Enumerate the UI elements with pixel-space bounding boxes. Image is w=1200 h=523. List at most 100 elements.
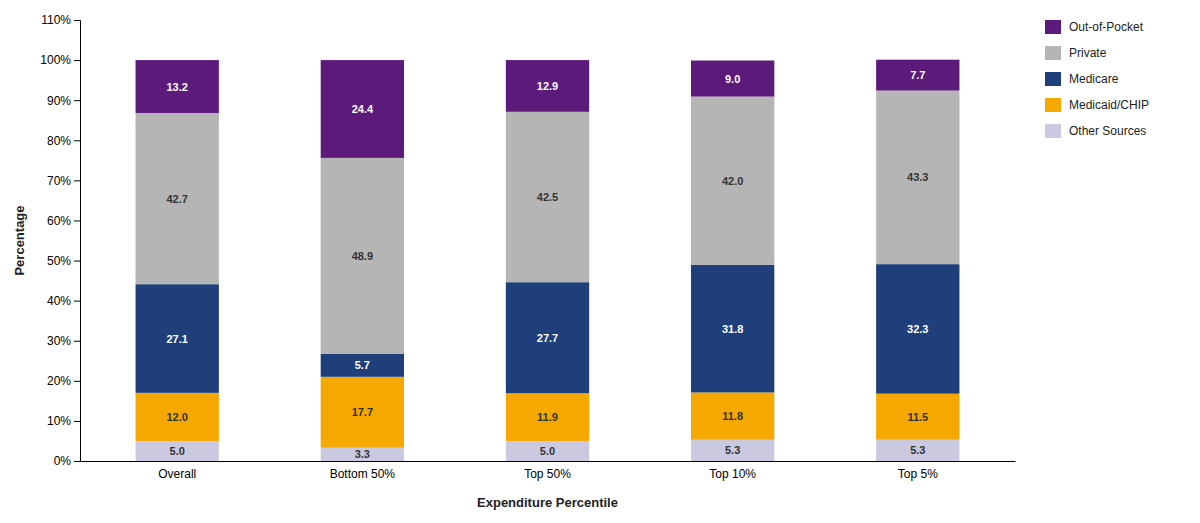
legend-item: Medicare bbox=[1045, 72, 1119, 86]
legend-label: Out-of-Pocket bbox=[1069, 20, 1144, 34]
data-label: 12.9 bbox=[537, 80, 558, 92]
bar bbox=[876, 60, 959, 91]
y-tick: 110% bbox=[41, 13, 80, 27]
bar bbox=[691, 392, 774, 439]
tick-label: 110% bbox=[41, 13, 71, 27]
data-labels: 5.03.35.05.35.312.017.711.911.811.527.15… bbox=[166, 69, 928, 460]
bar bbox=[136, 393, 219, 441]
bar bbox=[876, 264, 959, 393]
y-tick: 70% bbox=[47, 174, 80, 188]
bar-series bbox=[136, 60, 960, 158]
bar bbox=[136, 284, 219, 393]
bar bbox=[321, 377, 404, 448]
data-label: 27.7 bbox=[537, 332, 558, 344]
bar bbox=[506, 282, 589, 393]
data-label: 13.2 bbox=[166, 81, 187, 93]
tick-label: 100% bbox=[40, 53, 71, 67]
bar bbox=[321, 158, 404, 354]
y-tick: 10% bbox=[47, 414, 80, 428]
tick-label: 90% bbox=[47, 94, 71, 108]
data-label: 24.4 bbox=[352, 103, 374, 115]
bar bbox=[691, 60, 774, 96]
data-label: 5.3 bbox=[910, 444, 925, 456]
legend-item: Out-of-Pocket bbox=[1045, 20, 1144, 34]
data-label: 7.7 bbox=[910, 69, 925, 81]
x-axis: Overall Bottom 50% Top 50% Top 10% Top 5% bbox=[81, 461, 1016, 481]
tick-label: 0% bbox=[54, 454, 72, 468]
data-label: 43.3 bbox=[907, 171, 928, 183]
tick-label: Overall bbox=[158, 467, 196, 481]
tick-mark bbox=[74, 461, 80, 462]
data-label: 5.7 bbox=[355, 359, 370, 371]
tick-mark bbox=[74, 140, 80, 141]
tick-mark bbox=[74, 301, 80, 302]
axis-domain bbox=[81, 461, 1016, 462]
tick-label: 60% bbox=[47, 214, 71, 228]
bar bbox=[691, 97, 774, 265]
data-label: 11.5 bbox=[907, 411, 928, 423]
bar bbox=[691, 440, 774, 461]
y-tick: 60% bbox=[47, 214, 80, 228]
bar bbox=[876, 91, 959, 265]
data-label: 32.3 bbox=[907, 323, 928, 335]
y-axis-title: Percentage bbox=[12, 205, 27, 275]
tick-label: Top 50% bbox=[524, 467, 571, 481]
legend-label: Medicare bbox=[1069, 72, 1119, 86]
legend-swatch bbox=[1045, 124, 1061, 138]
data-label: 9.0 bbox=[725, 73, 740, 85]
legend-item: Other Sources bbox=[1045, 124, 1146, 138]
x-tick: Top 5% bbox=[898, 461, 938, 481]
tick-mark bbox=[74, 60, 80, 61]
legend: Out-of-Pocket Private Medicare Medicaid/CHI… bbox=[1045, 20, 1149, 138]
data-label: 17.7 bbox=[352, 406, 373, 418]
bar bbox=[136, 113, 219, 284]
y-tick: 0% bbox=[54, 454, 80, 468]
tick-label: 10% bbox=[47, 414, 71, 428]
bar bbox=[136, 441, 219, 461]
tick-mark bbox=[74, 381, 80, 382]
tick-label: 50% bbox=[47, 254, 71, 268]
data-label: 5.0 bbox=[540, 445, 555, 457]
tick-label: 30% bbox=[47, 334, 71, 348]
data-label: 12.0 bbox=[166, 411, 187, 423]
data-label: 27.1 bbox=[166, 333, 187, 345]
data-label: 11.9 bbox=[537, 411, 558, 423]
bar bbox=[321, 448, 404, 461]
x-tick: Top 10% bbox=[709, 461, 756, 481]
tick-mark bbox=[74, 261, 80, 262]
chart: 5.03.35.05.35.312.017.711.911.811.527.15… bbox=[0, 0, 1200, 523]
tick-mark bbox=[74, 180, 80, 181]
tick-label: Top 10% bbox=[709, 467, 756, 481]
tick-mark bbox=[74, 341, 80, 342]
legend-label: Private bbox=[1069, 46, 1107, 60]
bar bbox=[506, 441, 589, 461]
tick-label: Bottom 50% bbox=[330, 467, 396, 481]
data-label: 42.0 bbox=[722, 175, 743, 187]
tick-label: 80% bbox=[47, 134, 71, 148]
bar bbox=[691, 265, 774, 392]
bar-series bbox=[136, 91, 960, 354]
tick-label: 70% bbox=[47, 174, 71, 188]
bar bbox=[876, 394, 959, 440]
legend-label: Medicaid/CHIP bbox=[1069, 98, 1149, 112]
axis-domain bbox=[74, 21, 81, 462]
bar-series bbox=[136, 264, 960, 393]
tick-label: 40% bbox=[47, 294, 71, 308]
plot: 5.03.35.05.35.312.017.711.911.811.527.15… bbox=[12, 13, 1016, 510]
bar bbox=[876, 440, 959, 461]
legend-item: Medicaid/CHIP bbox=[1045, 98, 1149, 112]
y-tick: 40% bbox=[47, 294, 80, 308]
legend-label: Other Sources bbox=[1069, 124, 1146, 138]
tick-label: 20% bbox=[47, 374, 71, 388]
bar bbox=[506, 60, 589, 112]
x-tick: Top 50% bbox=[524, 461, 571, 481]
data-label: 3.3 bbox=[355, 448, 370, 460]
legend-swatch bbox=[1045, 98, 1061, 112]
y-axis: 0% 10% 20% 30% 40% 50% 60% 70% 80% 90% 100% 110% bbox=[40, 13, 80, 468]
legend-swatch bbox=[1045, 46, 1061, 60]
x-axis-title: Expenditure Percentile bbox=[477, 495, 618, 510]
tick-mark bbox=[74, 20, 80, 21]
bar bbox=[506, 112, 589, 282]
legend-swatch bbox=[1045, 72, 1061, 86]
bar-series bbox=[136, 440, 960, 461]
